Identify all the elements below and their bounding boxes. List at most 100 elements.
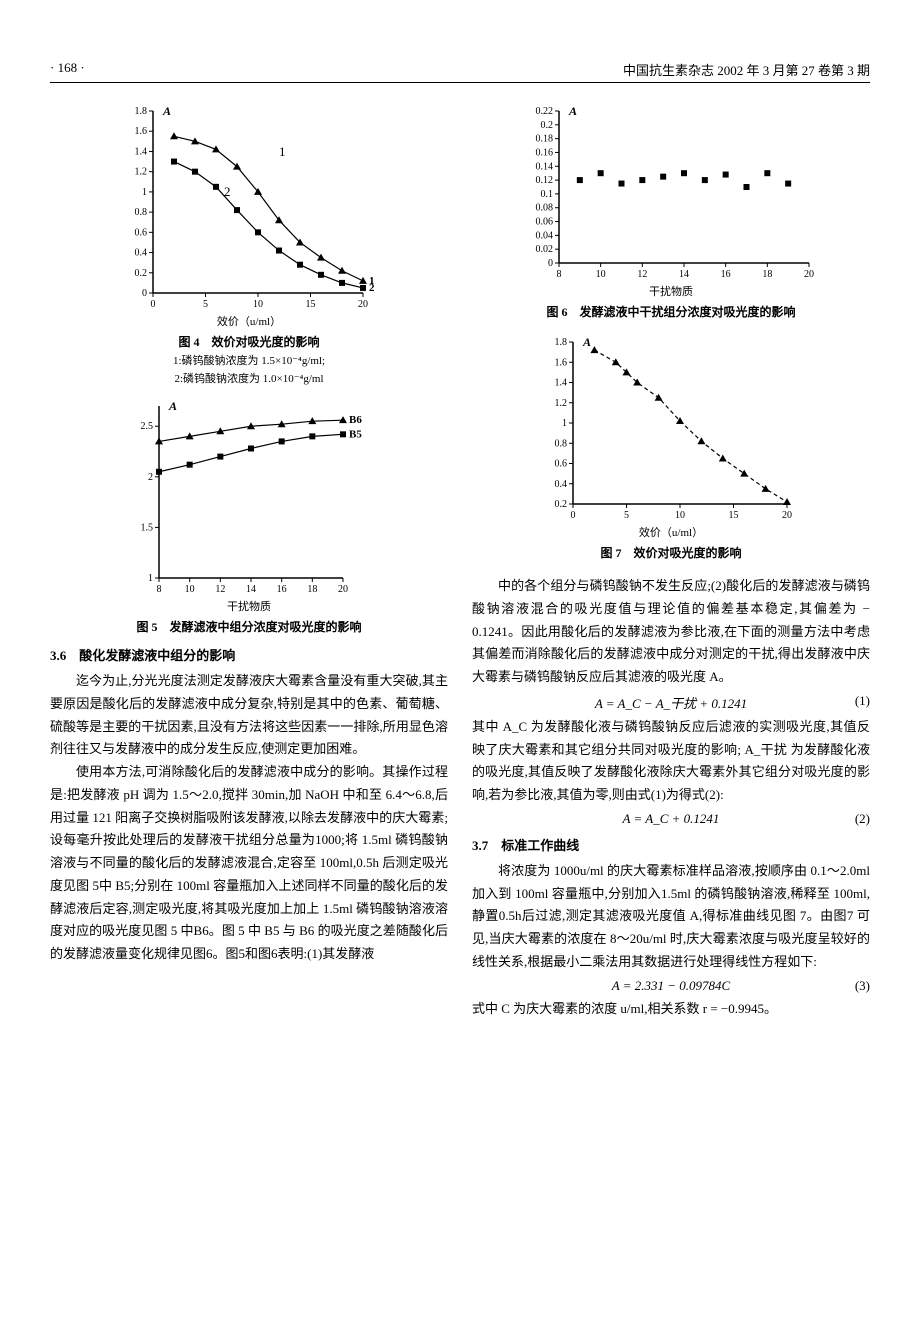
eq3-num: (3) bbox=[855, 978, 870, 994]
svg-text:0.22: 0.22 bbox=[536, 106, 554, 117]
svg-text:1: 1 bbox=[148, 573, 153, 584]
svg-text:12: 12 bbox=[215, 584, 225, 595]
fig6-caption: 图 6 发酵滤液中干扰组分浓度对吸光度的影响 bbox=[546, 303, 795, 320]
svg-text:0.4: 0.4 bbox=[555, 479, 568, 490]
svg-text:20: 20 bbox=[358, 299, 368, 310]
fig6-xaxis: 干扰物质 bbox=[649, 283, 693, 299]
page-header: · 168 · 中国抗生素杂志 2002 年 3 月第 27 卷第 3 期 bbox=[50, 60, 870, 83]
svg-text:1.6: 1.6 bbox=[135, 126, 148, 137]
figure-5-chart: 11.522.58101214161820AB6B5 bbox=[129, 396, 369, 596]
fig7-xaxis: 效价（u/ml） bbox=[639, 524, 703, 540]
svg-text:1.6: 1.6 bbox=[555, 357, 568, 368]
eq1-body: A = A_C − A_干扰 + 0.1241 bbox=[595, 696, 747, 711]
svg-text:15: 15 bbox=[306, 299, 316, 310]
svg-text:16: 16 bbox=[721, 269, 731, 280]
svg-text:1.4: 1.4 bbox=[135, 146, 148, 157]
svg-text:0.1: 0.1 bbox=[541, 189, 554, 200]
eq2-body: A = A_C + 0.1241 bbox=[623, 811, 720, 826]
svg-text:2: 2 bbox=[369, 282, 375, 294]
equation-2: A = A_C + 0.1241 (2) bbox=[472, 811, 870, 827]
section-3-6-title: 3.6 酸化发酵滤液中组分的影响 bbox=[50, 645, 448, 664]
svg-text:1: 1 bbox=[142, 187, 147, 198]
svg-text:20: 20 bbox=[782, 510, 792, 521]
svg-text:0.06: 0.06 bbox=[536, 217, 554, 228]
svg-text:20: 20 bbox=[338, 584, 348, 595]
svg-text:10: 10 bbox=[185, 584, 195, 595]
svg-text:0.02: 0.02 bbox=[536, 244, 554, 255]
svg-text:0.8: 0.8 bbox=[135, 207, 148, 218]
section-3-7-title: 3.7 标准工作曲线 bbox=[472, 835, 870, 854]
svg-text:1.8: 1.8 bbox=[555, 337, 568, 348]
svg-text:5: 5 bbox=[624, 510, 629, 521]
para-2: 使用本方法,可消除酸化后的发酵滤液中成分的影响。其操作过程是:把发酵液 pH 调… bbox=[50, 761, 448, 966]
fig5-caption: 图 5 发酵滤液中组分浓度对吸光度的影响 bbox=[136, 618, 361, 635]
figure-6-chart: 00.020.040.060.080.10.120.140.160.180.20… bbox=[521, 101, 821, 281]
fig4-xaxis: 效价（u/ml） bbox=[217, 313, 281, 329]
svg-text:0.08: 0.08 bbox=[536, 203, 554, 214]
page-number: · 168 · bbox=[50, 60, 85, 79]
svg-text:0.14: 0.14 bbox=[536, 161, 554, 172]
svg-text:A: A bbox=[168, 399, 177, 413]
svg-text:A: A bbox=[568, 104, 577, 118]
svg-text:0.6: 0.6 bbox=[555, 459, 568, 470]
svg-text:0.04: 0.04 bbox=[536, 230, 554, 241]
svg-text:1.4: 1.4 bbox=[555, 378, 568, 389]
svg-text:1.2: 1.2 bbox=[135, 167, 148, 178]
svg-text:1: 1 bbox=[279, 144, 286, 159]
svg-text:10: 10 bbox=[675, 510, 685, 521]
svg-text:0: 0 bbox=[151, 299, 156, 310]
fig5-xaxis: 干扰物质 bbox=[227, 598, 271, 614]
svg-text:8: 8 bbox=[557, 269, 562, 280]
svg-text:1.5: 1.5 bbox=[141, 522, 154, 533]
svg-text:8: 8 bbox=[157, 584, 162, 595]
svg-text:A: A bbox=[162, 104, 171, 118]
svg-text:12: 12 bbox=[637, 269, 647, 280]
figure-5: 11.522.58101214161820AB6B5 干扰物质 图 5 发酵滤液… bbox=[50, 396, 448, 635]
svg-text:0: 0 bbox=[548, 258, 553, 269]
eq2-num: (2) bbox=[855, 811, 870, 827]
svg-text:1.8: 1.8 bbox=[135, 106, 148, 117]
svg-text:0.2: 0.2 bbox=[555, 499, 568, 510]
left-column: 00.20.40.60.811.21.41.61.805101520A1212 … bbox=[50, 101, 448, 1020]
svg-text:0.6: 0.6 bbox=[135, 227, 148, 238]
svg-text:B6: B6 bbox=[349, 414, 362, 426]
svg-text:1: 1 bbox=[562, 418, 567, 429]
para-4: 其中 A_C 为发酵酸化液与磷钨酸钠反应后滤液的实测吸光度,其值反映了庆大霉素和… bbox=[472, 716, 870, 807]
svg-text:2: 2 bbox=[224, 184, 231, 199]
svg-text:0: 0 bbox=[571, 510, 576, 521]
svg-text:20: 20 bbox=[804, 269, 814, 280]
svg-text:0.12: 0.12 bbox=[536, 175, 554, 186]
svg-text:15: 15 bbox=[729, 510, 739, 521]
svg-text:B5: B5 bbox=[349, 428, 362, 440]
equation-1: A = A_C − A_干扰 + 0.1241 (1) bbox=[472, 693, 870, 712]
svg-text:10: 10 bbox=[596, 269, 606, 280]
svg-text:0.2: 0.2 bbox=[541, 120, 554, 131]
svg-text:1.2: 1.2 bbox=[555, 398, 568, 409]
svg-text:A: A bbox=[582, 335, 591, 349]
right-column: 00.020.040.060.080.10.120.140.160.180.20… bbox=[472, 101, 870, 1020]
figure-7-chart: 0.20.40.60.811.21.41.61.805101520A bbox=[541, 332, 801, 522]
para-5: 将浓度为 1000u/ml 的庆大霉素标准样品溶液,按顺序由 0.1～2.0ml… bbox=[472, 860, 870, 974]
svg-text:18: 18 bbox=[762, 269, 772, 280]
para-3: 中的各个组分与磷钨酸钠不发生反应;(2)酸化后的发酵滤液与磷钨酸钠溶液混合的吸光… bbox=[472, 575, 870, 689]
svg-text:2: 2 bbox=[148, 472, 153, 483]
two-column-layout: 00.20.40.60.811.21.41.61.805101520A1212 … bbox=[50, 101, 870, 1020]
fig7-caption: 图 7 效价对吸光度的影响 bbox=[600, 544, 741, 561]
equation-3: A = 2.331 − 0.09784C (3) bbox=[472, 978, 870, 994]
para-1: 迄今为止,分光光度法测定发酵液庆大霉素含量没有重大突破,其主要原因是酸化后的发酵… bbox=[50, 670, 448, 761]
eq1-num: (1) bbox=[855, 693, 870, 709]
fig4-sub2: 2:磷钨酸钠浓度为 1.0×10⁻⁴g/ml bbox=[174, 370, 323, 386]
fig4-sub1: 1:磷钨酸钠浓度为 1.5×10⁻⁴g/ml; bbox=[173, 352, 325, 368]
figure-4: 00.20.40.60.811.21.41.61.805101520A1212 … bbox=[50, 101, 448, 386]
svg-text:0.4: 0.4 bbox=[135, 248, 148, 259]
svg-text:5: 5 bbox=[203, 299, 208, 310]
journal-info: 中国抗生素杂志 2002 年 3 月第 27 卷第 3 期 bbox=[623, 60, 870, 79]
svg-text:0: 0 bbox=[142, 288, 147, 299]
figure-7: 0.20.40.60.811.21.41.61.805101520A 效价（u/… bbox=[472, 332, 870, 561]
eq3-body: A = 2.331 − 0.09784C bbox=[612, 978, 730, 993]
fig4-caption: 图 4 效价对吸光度的影响 bbox=[178, 333, 319, 350]
figure-4-chart: 00.20.40.60.811.21.41.61.805101520A1212 bbox=[119, 101, 379, 311]
para-6: 式中 C 为庆大霉素的浓度 u/ml,相关系数 r = −0.9945。 bbox=[472, 998, 870, 1021]
svg-text:18: 18 bbox=[307, 584, 317, 595]
svg-text:2.5: 2.5 bbox=[141, 421, 154, 432]
